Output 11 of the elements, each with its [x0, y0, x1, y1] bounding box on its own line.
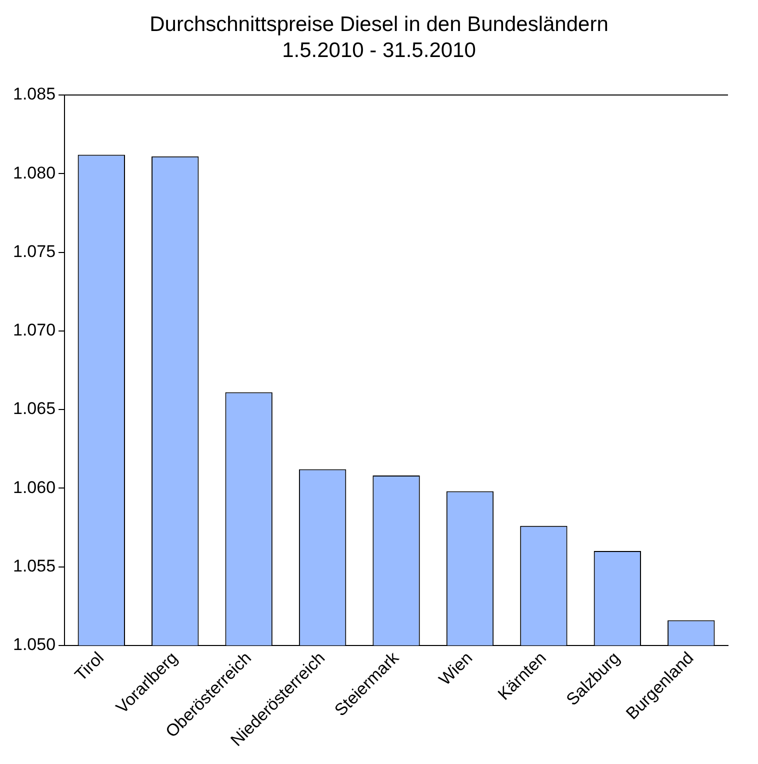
y-tick-label: 1.050 [12, 635, 56, 654]
y-tick-label: 1.075 [12, 242, 56, 261]
x-tick-label: Tirol [71, 648, 108, 685]
y-tick-label: 1.080 [12, 163, 56, 182]
y-tick-label: 1.065 [12, 399, 56, 418]
y-tick-label: 1.060 [12, 478, 56, 497]
chart-title: Durchschnittspreise Diesel in den Bundesländern [148, 12, 610, 38]
y-tick-label: 1.085 [12, 84, 56, 104]
y-tick-label: 1.055 [12, 556, 56, 576]
chart-subtitle: 1.5.2010 - 31.5.2010 [281, 38, 477, 64]
y-tick-label: 1.070 [12, 320, 56, 340]
